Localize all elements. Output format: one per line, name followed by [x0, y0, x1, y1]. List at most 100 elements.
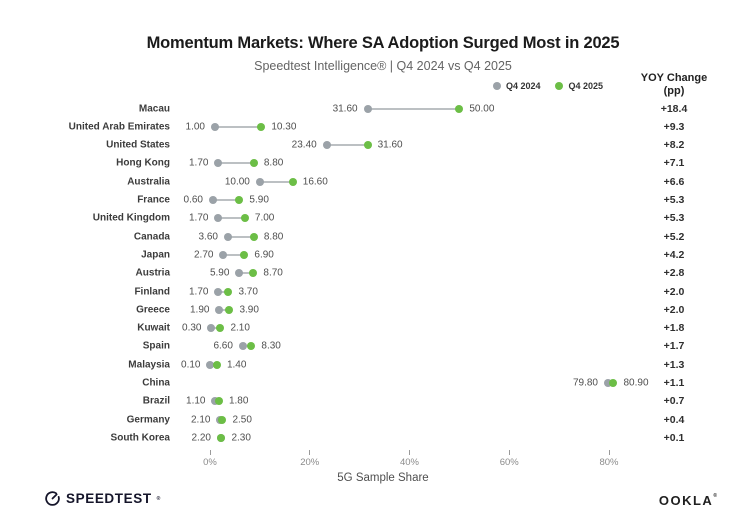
- q4-2024-value-label: 1.70: [189, 212, 209, 224]
- q4-2025-dot: [363, 141, 372, 150]
- country-label: United Arab Emirates: [68, 121, 170, 133]
- legend-label: Q4 2025: [568, 81, 603, 91]
- x-axis-tick: [508, 450, 510, 455]
- q4-2025-value-label: 8.30: [261, 340, 281, 352]
- chart-row: Canada 3.60 8.80 +5.2: [0, 228, 745, 246]
- dumbbell-connector-line: [326, 144, 368, 147]
- x-axis-tick-label: 40%: [399, 457, 420, 468]
- yoy-change-value: +1.1: [663, 377, 685, 389]
- q4-2025-dot: [218, 415, 227, 424]
- q4-2025-dot: [247, 342, 256, 351]
- yoy-change-column-header: YOY Change (pp): [641, 72, 707, 97]
- x-axis-tick-label: 20%: [300, 457, 320, 468]
- x-axis-tick-label: 80%: [599, 457, 619, 468]
- yoy-change-value: +0.4: [663, 413, 685, 426]
- country-label: China: [142, 377, 170, 389]
- q4-2024-dot: [214, 159, 223, 168]
- q4-2024-dot: [219, 250, 228, 259]
- q4-2024-value-label: 1.10: [186, 395, 206, 407]
- country-label: Brazil: [142, 395, 170, 407]
- country-label: Canada: [133, 231, 170, 243]
- q4-2025-value-label: 1.80: [228, 395, 249, 407]
- q4-2025-dot: [214, 397, 223, 406]
- country-label: Malaysia: [128, 359, 170, 371]
- chart-row: Australia 10.00 16.60 +6.6: [0, 173, 745, 191]
- q4-2025-value-label: 6.90: [254, 249, 274, 261]
- legend: Q4 2024 Q4 2025: [492, 81, 603, 91]
- dumbbell-connector-line: [211, 327, 221, 330]
- speedtest-gauge-icon: [45, 491, 60, 506]
- legend-dot-icon: [492, 82, 501, 90]
- q4-2024-dot: [363, 104, 372, 113]
- dumbbell-connector-line: [218, 162, 254, 165]
- chart-row: Greece 1.90 3.90 +2.0: [0, 301, 745, 319]
- q4-2025-dot: [235, 196, 244, 204]
- country-label: France: [137, 194, 170, 206]
- q4-2025-dot: [216, 324, 225, 333]
- yoy-change-value: +2.0: [663, 285, 685, 298]
- dumbbell-connector-line: [218, 217, 245, 220]
- q4-2024-value-label: 5.90: [209, 267, 230, 279]
- q4-2025-dot: [225, 305, 234, 314]
- q4-2024-dot: [206, 360, 215, 369]
- q4-2024-value-label: 0.30: [182, 322, 202, 334]
- dumbbell-connector-line: [223, 253, 245, 256]
- country-label: Austria: [135, 267, 170, 279]
- q4-2024-value-label: 10.00: [224, 176, 250, 188]
- x-axis-tick: [409, 450, 410, 455]
- yoy-change-value: +8.2: [663, 139, 685, 152]
- q4-2024-value-label: 6.60: [213, 340, 233, 352]
- chart-row: China 79.80 80.90 +1.1: [0, 374, 745, 392]
- chart-row: United Kingdom 1.70 7.00 +5.3: [0, 209, 745, 227]
- q4-2025-dot: [240, 250, 249, 259]
- country-label: Finland: [134, 286, 170, 297]
- q4-2025-dot: [257, 122, 266, 131]
- q4-2025-dot: [249, 232, 258, 241]
- country-label: Australia: [127, 176, 170, 188]
- q4-2025-value-label: 3.90: [239, 304, 259, 316]
- dumbbell-connector-line: [239, 272, 254, 275]
- q4-2024-dot: [223, 232, 232, 241]
- chart-row: South Korea 2.20 2.30 +0.1: [0, 429, 745, 447]
- country-label: Kuwait: [137, 322, 170, 334]
- chart-row: Macau 31.60 50.00 +18.4: [0, 100, 745, 118]
- q4-2024-value-label: 1.70: [189, 157, 209, 169]
- chart-row: Finland 1.70 3.70 +2.0: [0, 283, 745, 301]
- chart-title: Momentum Markets: Where SA Adoption Surg…: [146, 34, 620, 52]
- q4-2025-value-label: 16.60: [302, 176, 328, 188]
- q4-2025-dot: [455, 104, 464, 113]
- chart-row: Germany 2.10 2.50 +0.4: [0, 411, 745, 429]
- dumbbell-connector-line: [227, 235, 254, 238]
- chart-row: Spain 6.60 8.30 +1.7: [0, 337, 745, 355]
- dumbbell-connector-line: [219, 308, 230, 311]
- q4-2024-value-label: 0.60: [183, 194, 203, 206]
- yoy-change-value: +6.6: [663, 175, 685, 188]
- ookla-registered-mark: ®: [713, 493, 717, 499]
- x-axis-tick-label: 0%: [203, 457, 217, 468]
- q4-2024-value-label: 31.60: [332, 103, 358, 114]
- country-label: Germany: [126, 414, 170, 426]
- q4-2024-value-label: 1.00: [185, 121, 205, 133]
- ookla-logo: OOKLA ®: [659, 493, 717, 508]
- yoy-change-value: +5.2: [663, 230, 685, 243]
- q4-2024-dot: [235, 269, 244, 278]
- q4-2025-value-label: 5.90: [249, 194, 269, 206]
- q4-2025-value-label: 1.40: [226, 359, 247, 371]
- q4-2025-value-label: 8.70: [263, 267, 283, 279]
- chart-row: Malaysia 0.10 1.40 +1.3: [0, 356, 745, 374]
- q4-2024-dot: [255, 177, 264, 186]
- legend-label: Q4 2024: [505, 81, 541, 91]
- q4-2025-value-label: 8.80: [263, 231, 284, 243]
- country-label: Hong Kong: [116, 157, 170, 169]
- chart-row: Brazil 1.10 1.80 +0.7: [0, 392, 745, 410]
- q4-2024-value-label: 23.40: [291, 139, 317, 151]
- speedtest-registered-mark: ®: [156, 495, 161, 502]
- q4-2025-value-label: 8.80: [263, 157, 284, 169]
- x-axis-tick: [309, 450, 311, 455]
- q4-2024-value-label: 2.10: [191, 414, 211, 426]
- q4-2024-dot: [214, 214, 223, 223]
- yoy-change-value: +2.0: [663, 303, 685, 316]
- q4-2024-value-label: 0.10: [181, 359, 201, 371]
- yoy-change-value: +7.1: [663, 157, 685, 170]
